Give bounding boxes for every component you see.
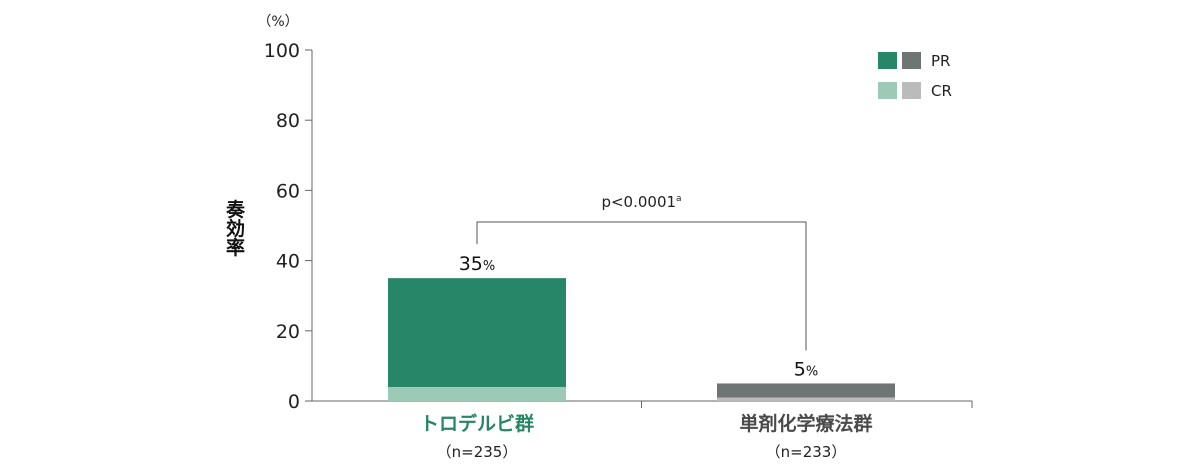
legend-swatch-cr	[902, 82, 921, 99]
bar-pr-2	[717, 383, 895, 398]
y-axis: 0 20 40 60 80 100	[264, 40, 313, 413]
category-label-1: トロデルビ群	[420, 412, 534, 435]
bar-cr-2	[717, 397, 895, 401]
legend-label-pr: PR	[931, 52, 950, 70]
data-label-2: 5%	[794, 358, 818, 380]
y-tick-label: 60	[276, 180, 300, 202]
legend-label-cr: CR	[931, 82, 952, 100]
category-n-2: （n=233）	[766, 443, 847, 461]
legend-swatch-pr	[902, 52, 921, 69]
significance-line	[476, 221, 807, 351]
category-label-2: 単剤化学療法群	[739, 412, 872, 435]
data-label-1: 35%	[459, 253, 496, 275]
y-tick-label: 100	[264, 40, 300, 62]
bar-cr-1	[388, 386, 566, 401]
significance-bracket: p<0.0001a	[476, 193, 807, 351]
p-value-label: p<0.0001a	[601, 193, 681, 211]
y-tick-label: 80	[276, 110, 300, 132]
category-labels: トロデルビ群 （n=235） 単剤化学療法群 （n=233）	[420, 412, 873, 461]
legend: PR CR	[878, 52, 952, 100]
y-tick-label: 40	[276, 251, 300, 273]
y-unit-label: （%）	[257, 14, 298, 30]
legend-swatch-cr	[878, 82, 897, 99]
y-tick-label: 0	[288, 391, 300, 413]
bar-pr-1	[388, 278, 566, 387]
data-labels: 35% 5%	[459, 253, 819, 380]
legend-swatch-pr	[878, 52, 897, 69]
y-axis-label: 奏効率	[223, 198, 246, 257]
y-tick-label: 20	[276, 321, 300, 343]
bars	[388, 278, 895, 401]
category-n-1: （n=235）	[437, 443, 518, 461]
x-axis	[312, 400, 973, 408]
